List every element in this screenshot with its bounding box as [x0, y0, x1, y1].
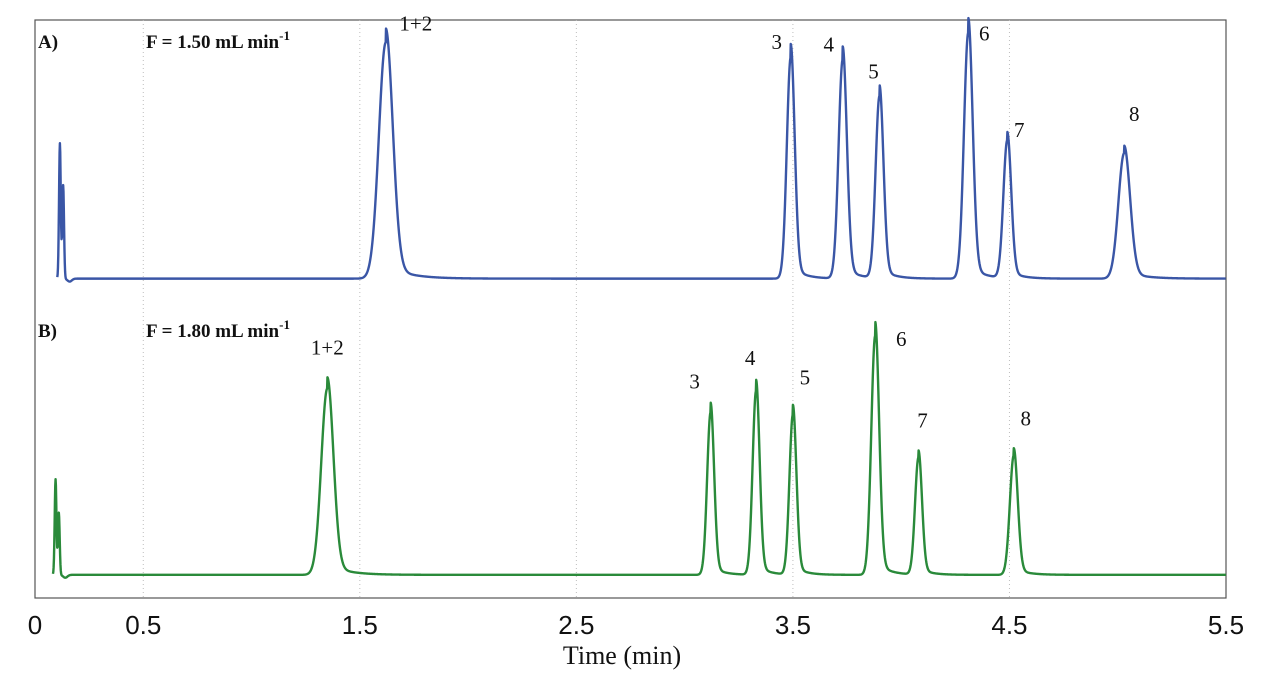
flow-rate-exponent: -1	[279, 28, 290, 43]
peak-label: 3	[689, 369, 700, 393]
x-tick-label: 1.5	[342, 610, 378, 640]
peak-label: 1+2	[399, 11, 432, 35]
x-tick-label: 0.5	[125, 610, 161, 640]
trace-b	[51, 320, 1227, 579]
flow-rate-label: F = 1.50 mL min-1	[146, 28, 290, 53]
peak-label: 4	[823, 33, 834, 57]
x-axis-label: Time (min)	[563, 641, 681, 670]
peak-label: 4	[745, 346, 756, 370]
peak-label: 3	[771, 30, 782, 54]
x-tick-label: 4.5	[991, 610, 1027, 640]
traces	[51, 16, 1227, 579]
x-axis: 0 0.5 1.5 2.5 3.5 4.5 5.5	[28, 610, 1244, 640]
peak-label: 8	[1129, 102, 1140, 126]
peak-label: 7	[917, 409, 928, 433]
trace-a	[56, 16, 1227, 283]
peak-label: 8	[1021, 406, 1032, 430]
peak-label: 5	[800, 366, 811, 390]
flow-rate-text: F = 1.50 mL min	[146, 32, 280, 53]
flow-rate-text: F = 1.80 mL min	[146, 321, 280, 342]
x-tick-label: 5.5	[1208, 610, 1244, 640]
gridlines	[142, 20, 1010, 598]
x-tick-label: 2.5	[558, 610, 594, 640]
peak-label: 7	[1014, 118, 1025, 142]
flow-rate-label: F = 1.80 mL min-1	[146, 317, 290, 342]
x-tick-label: 0	[28, 610, 42, 640]
plot-frame	[34, 19, 1227, 599]
flow-rate-exponent: -1	[279, 317, 290, 332]
peak-label: 6	[896, 327, 907, 351]
panel-label: A)	[38, 32, 58, 53]
peak-label: 6	[979, 22, 990, 46]
x-tick-label: 3.5	[775, 610, 811, 640]
peak-label: 1+2	[311, 335, 344, 359]
panel-label: B)	[38, 321, 57, 342]
peak-label: 5	[868, 60, 879, 84]
